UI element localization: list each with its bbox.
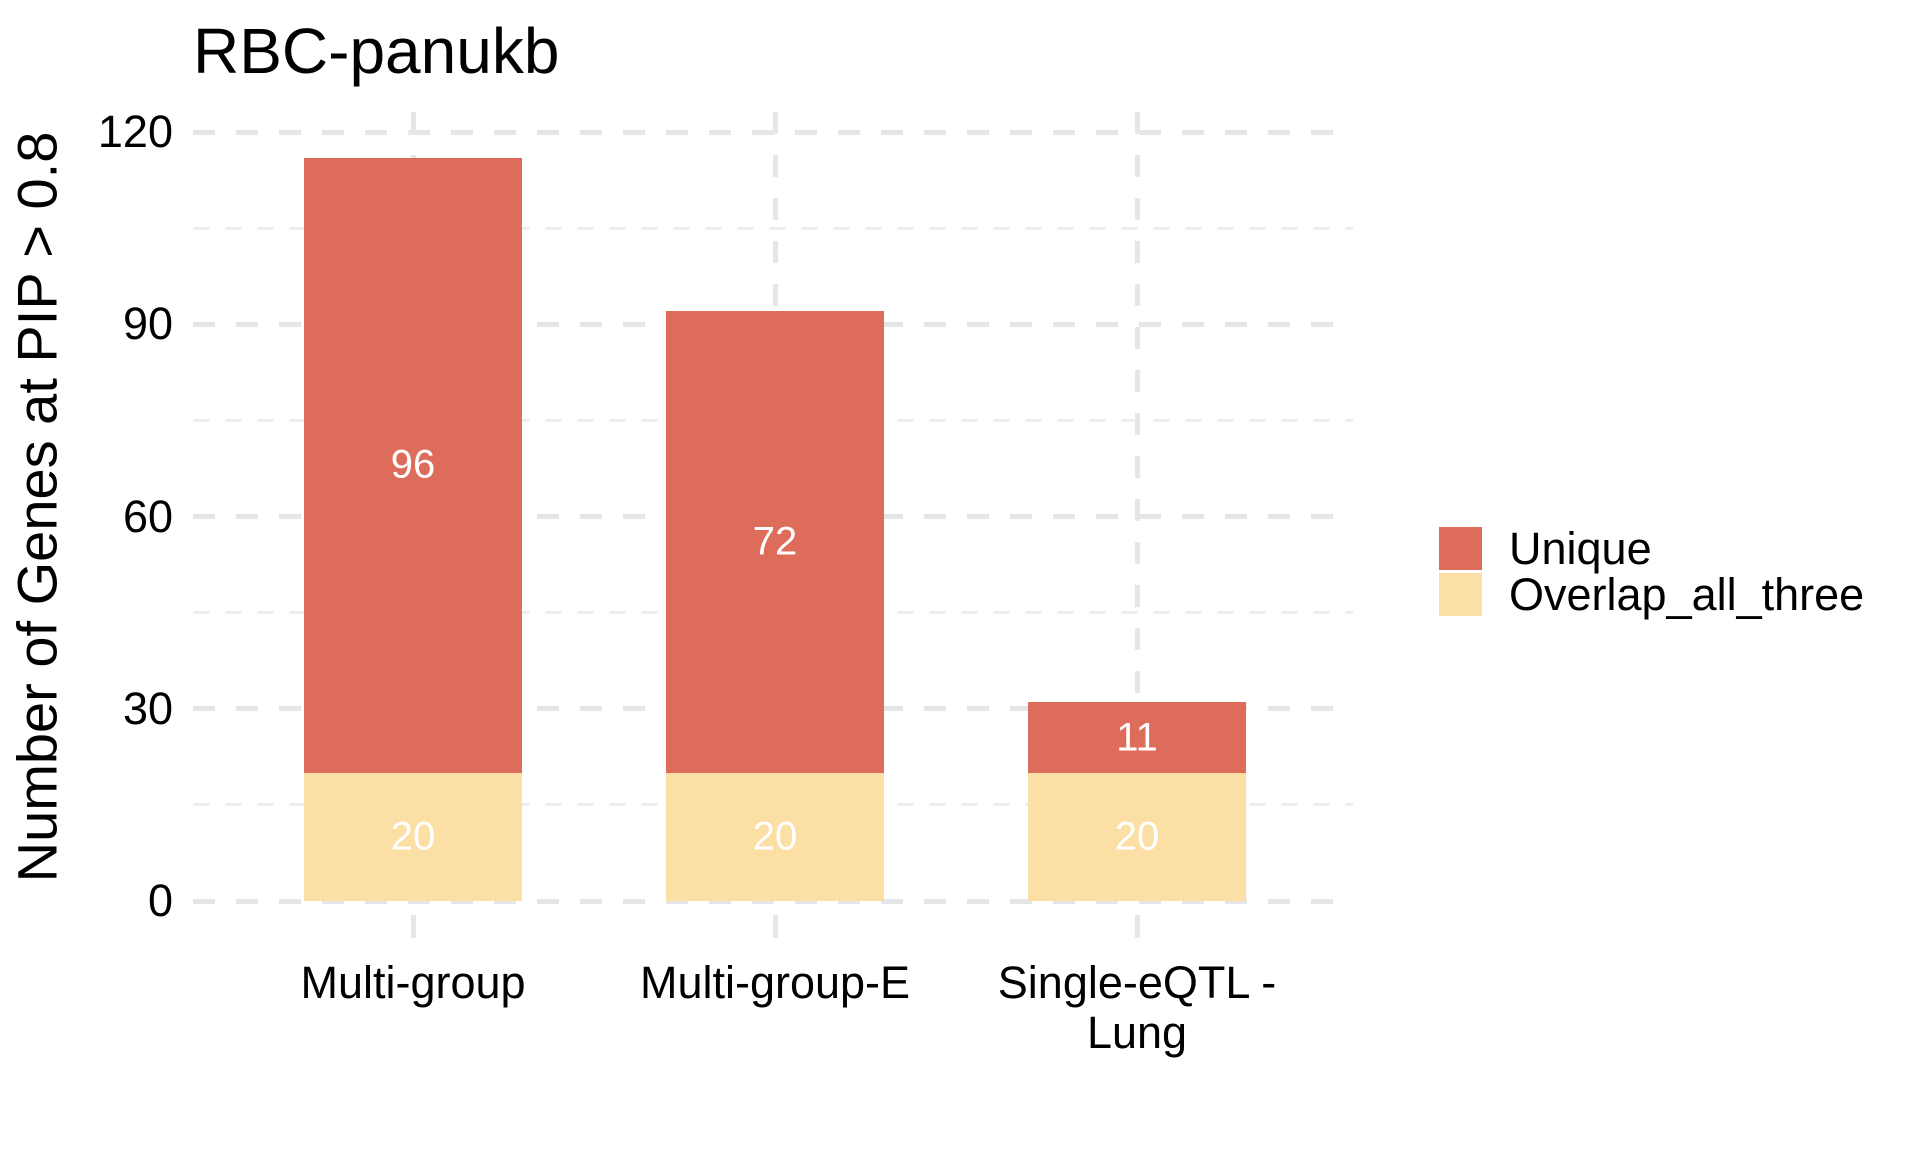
bar-segment-overlap_all_three	[1028, 772, 1246, 901]
legend-label-unique: Unique	[1509, 523, 1652, 574]
bar-segment-overlap_all_three	[666, 772, 884, 901]
bar-segment-overlap_all_three	[304, 772, 522, 901]
chart-title: RBC-panukb	[193, 15, 560, 87]
bar-segment-unique	[1028, 702, 1246, 773]
bar-value-label: 20	[1114, 814, 1160, 859]
bar-segment-unique	[666, 311, 884, 773]
y-tick-label: 90	[122, 298, 173, 350]
legend-label-overlap-all-three: Overlap_all_three	[1509, 569, 1865, 620]
x-category-label: Multi-group-E	[639, 957, 911, 1008]
legend-swatch-overlap-all-three	[1439, 573, 1482, 616]
legend-swatch-unique	[1439, 527, 1482, 570]
y-tick-label: 30	[122, 682, 173, 734]
legend: Unique Overlap_all_three	[1439, 523, 1865, 620]
y-tick-label: 120	[97, 106, 173, 157]
bar-value-label: 20	[752, 814, 798, 859]
x-category-label: Multi-group	[300, 957, 526, 1008]
gridline-major	[193, 898, 1353, 904]
x-category-label: Single-eQTL - Lung	[997, 957, 1277, 1058]
gridline-vertical	[1134, 112, 1140, 901]
y-tick-label: 0	[147, 875, 173, 926]
bar-value-label: 96	[390, 442, 436, 487]
bar-value-label: 11	[1116, 715, 1158, 760]
legend-item-unique: Unique	[1439, 523, 1864, 574]
bar-segment-unique	[304, 157, 522, 773]
bar-value-label: 20	[390, 814, 436, 859]
bar-value-label: 72	[752, 519, 798, 564]
x-tick	[410, 915, 416, 938]
legend-item-overlap-all-three: Overlap_all_three	[1439, 569, 1865, 620]
y-tick-label: 60	[122, 490, 173, 542]
x-tick	[772, 915, 778, 938]
x-tick	[1134, 915, 1140, 938]
